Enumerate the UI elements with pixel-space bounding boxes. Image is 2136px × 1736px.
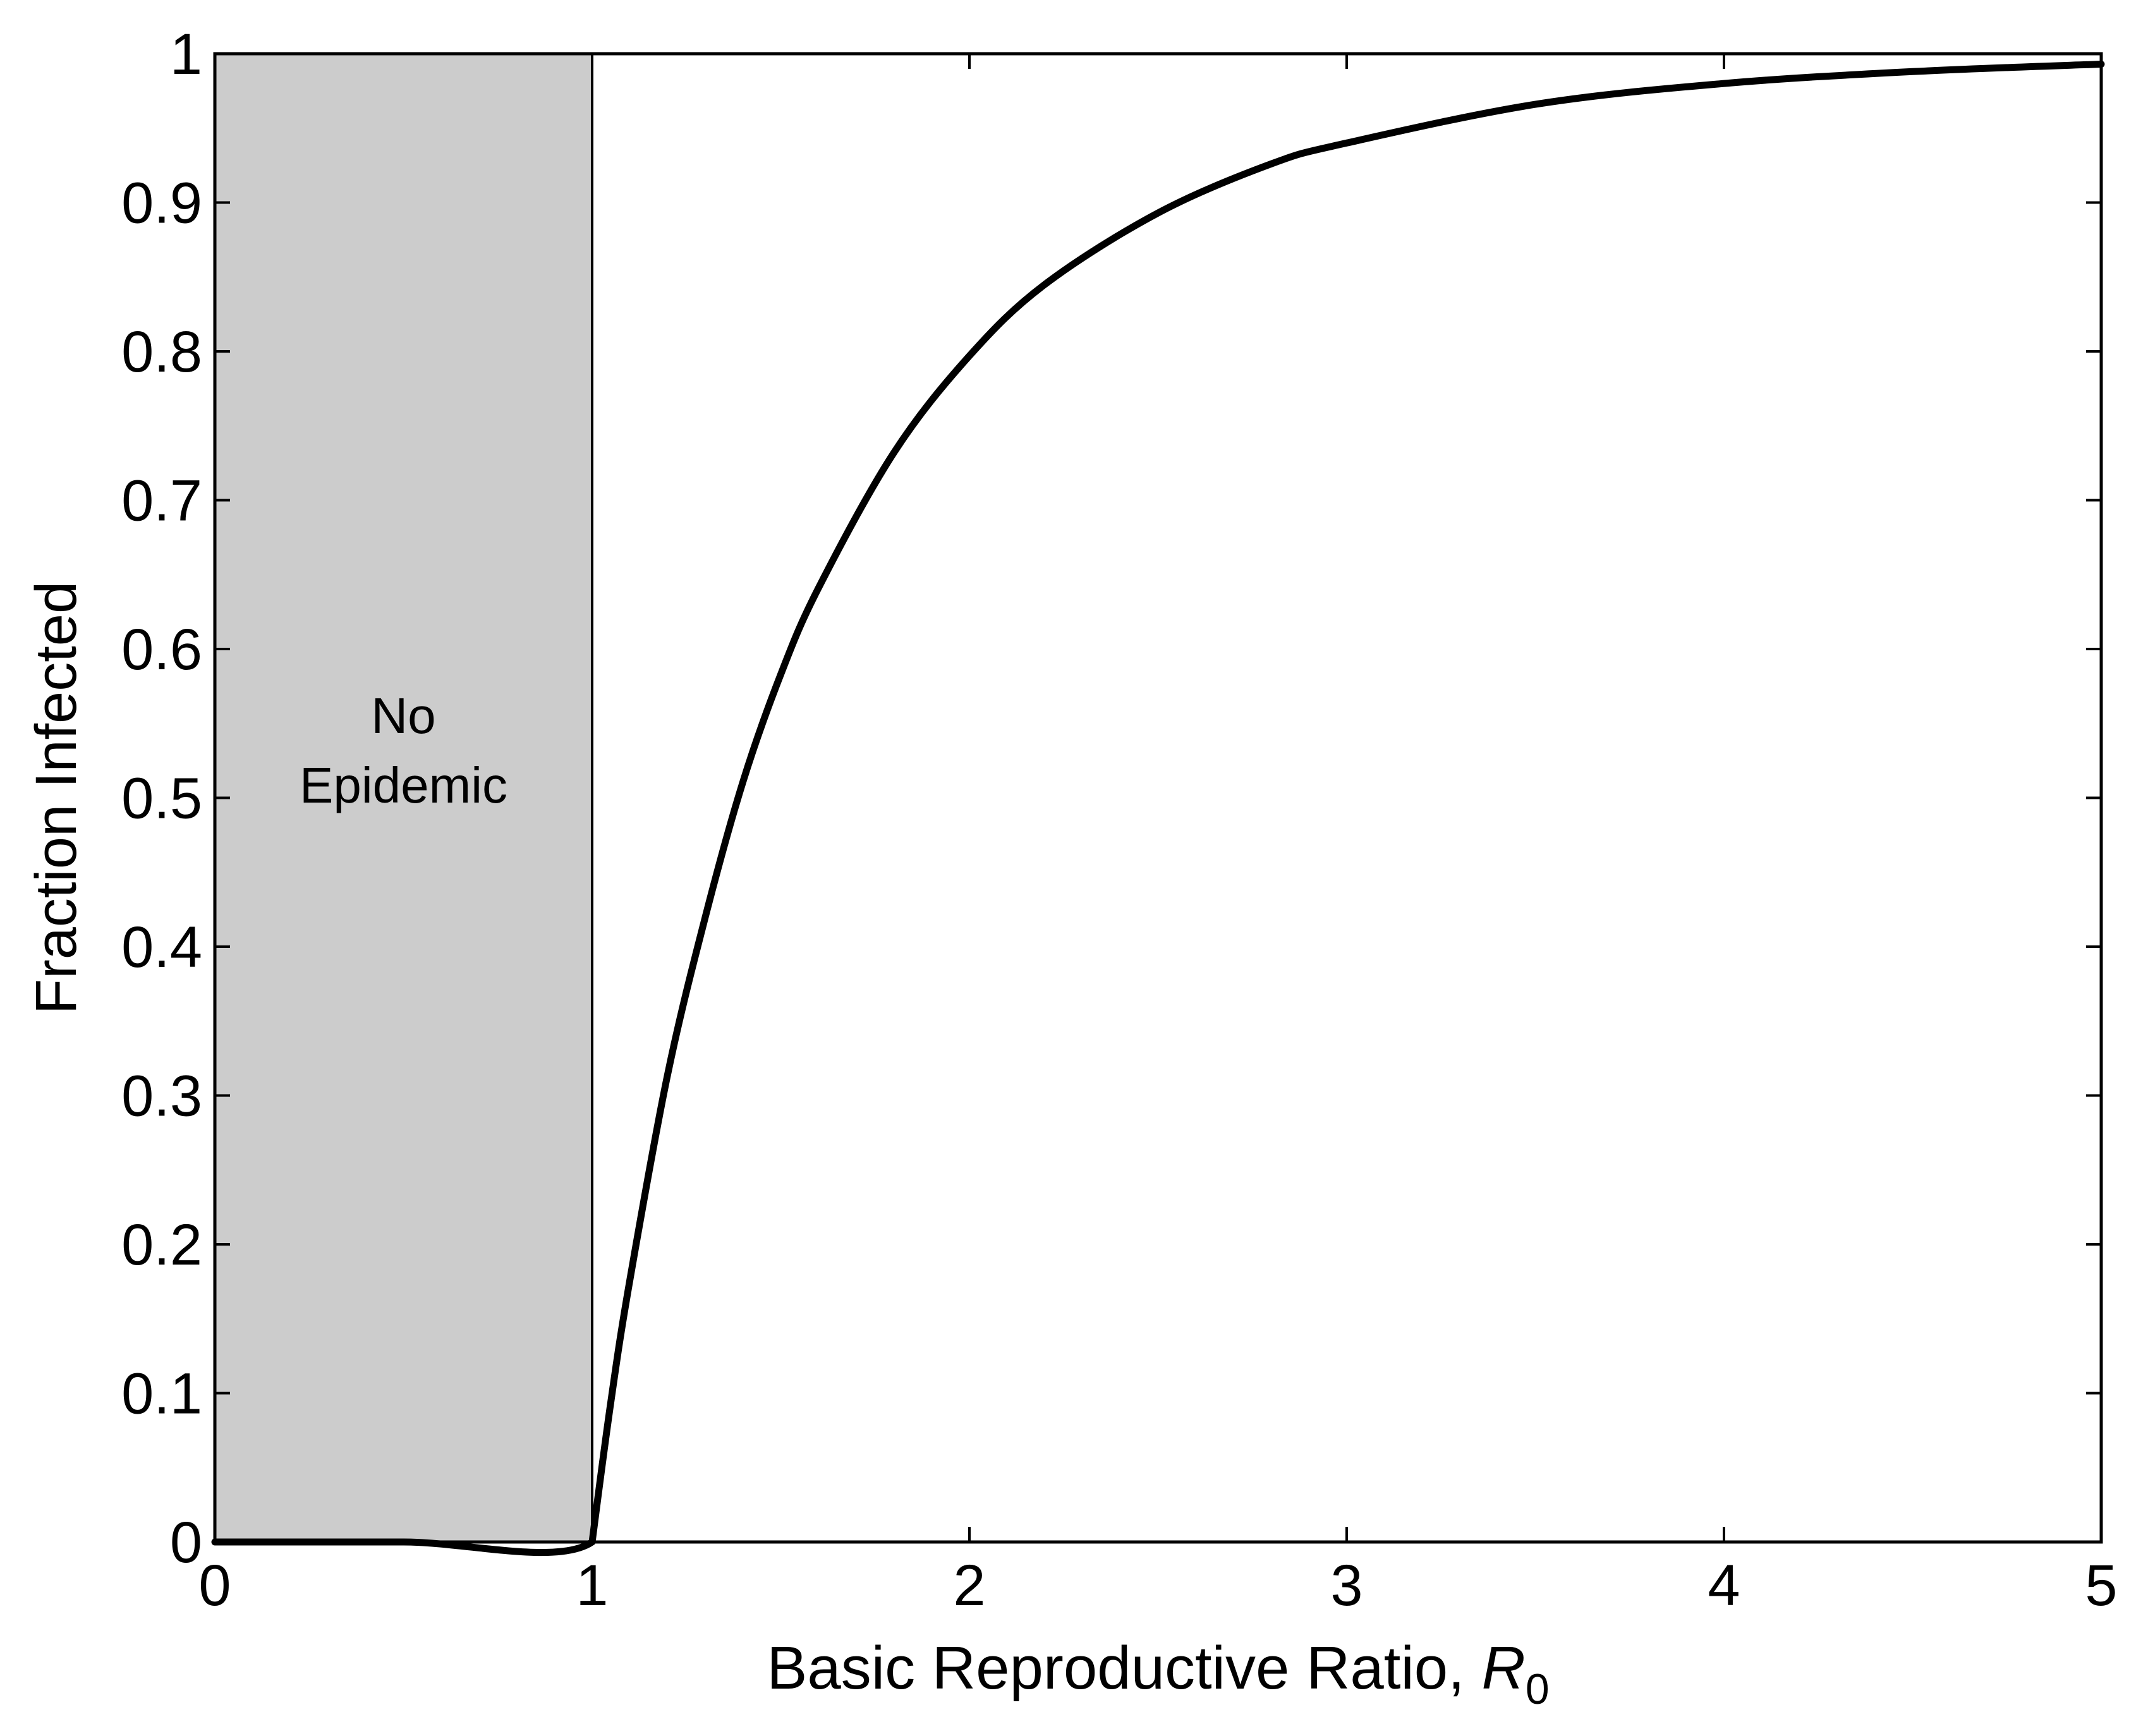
x-axis-label: Basic Reproductive Ratio, R0 [767, 1634, 1549, 1713]
x-axis-label-text: Basic Reproductive Ratio, [767, 1634, 1481, 1702]
y-tick-label: 0.2 [121, 1213, 202, 1277]
y-tick-label: 0.1 [121, 1362, 202, 1426]
x-axis-label-symbol: R [1482, 1634, 1526, 1702]
y-tick-label: 0.6 [121, 617, 202, 682]
no-epidemic-label-line: No [371, 688, 435, 744]
plot-frame [213, 52, 2103, 1544]
y-tick-label: 0.5 [121, 767, 202, 831]
x-tick-label: 5 [2085, 1553, 2117, 1618]
x-tick-label: 0 [198, 1553, 231, 1618]
x-tick-label: 3 [1330, 1553, 1362, 1618]
x-tick-label: 4 [1708, 1553, 1740, 1618]
y-tick-label: 0 [170, 1510, 202, 1575]
y-tick-label: 0.7 [121, 469, 202, 533]
x-tick-label: 1 [576, 1553, 608, 1618]
no-epidemic-label-line: Epidemic [300, 757, 507, 813]
y-axis-label: Fraction Infected [24, 581, 88, 1014]
x-tick-labels: 0 1 2 3 4 5 [198, 1553, 2117, 1618]
y-tick-label: 0.8 [121, 320, 202, 384]
x-tick-label: 2 [953, 1553, 985, 1618]
y-tick-labels: 0 0.1 0.2 0.3 0.4 0.5 0.6 0.7 0.8 0.9 1 [121, 22, 202, 1575]
y-tick-label: 0.3 [121, 1064, 202, 1129]
no-epidemic-label: No Epidemic [300, 688, 507, 813]
data-series-line [211, 61, 2105, 1557]
y-tick-label: 0.4 [121, 915, 202, 980]
no-epidemic-region [215, 54, 592, 1542]
y-tick-label: 1 [170, 22, 202, 87]
x-axis-label-subscript: 0 [1526, 1665, 1550, 1713]
y-tick-label: 0.9 [121, 171, 202, 236]
